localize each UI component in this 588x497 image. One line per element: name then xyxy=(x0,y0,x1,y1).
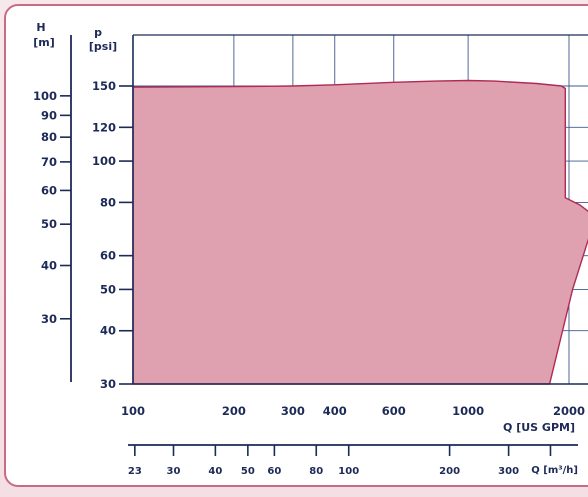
y-tick-label-psi: 150 xyxy=(92,79,116,93)
x-tick-label-gpm: 100 xyxy=(121,404,145,418)
x-tick-label-gpm: 300 xyxy=(281,404,305,418)
x-tick-label-m3h: 50 xyxy=(241,466,255,477)
x-tick-label-m3h: 23 xyxy=(128,466,142,477)
y-tick-label-head: 80 xyxy=(41,130,57,144)
y-tick-label-head: 70 xyxy=(41,155,57,169)
y-tick-label-head: 50 xyxy=(41,217,57,231)
x-tick-label-m3h: 60 xyxy=(267,466,281,477)
x-tick-label-m3h: 200 xyxy=(439,466,460,477)
x-tick-label-gpm: 600 xyxy=(382,404,406,418)
y-tick-label-psi: 100 xyxy=(92,154,116,168)
y-tick-label-psi: 40 xyxy=(100,324,116,338)
y-tick-label-head: 30 xyxy=(41,312,57,326)
y-tick-label-psi: 50 xyxy=(100,282,116,296)
y-tick-label-head: 100 xyxy=(33,89,57,103)
x-tick-label-m3h: 100 xyxy=(338,466,359,477)
y-axis-label-psi-unit: [psi] xyxy=(89,40,117,53)
y-tick-label-head: 60 xyxy=(41,183,57,197)
x-tick-label-m3h: 40 xyxy=(208,466,222,477)
x-tick-label-m3h: 80 xyxy=(309,466,323,477)
x-tick-label-gpm: 200 xyxy=(222,404,246,418)
y-tick-label-psi: 30 xyxy=(100,377,116,391)
x-axis-label-gpm: Q [US GPM] xyxy=(503,421,575,434)
y-axis-label-head: H xyxy=(36,21,45,34)
y-axis-label-psi: p xyxy=(94,26,102,39)
y-tick-label-psi: 80 xyxy=(100,195,116,209)
x-tick-label-gpm: 2000 xyxy=(553,404,585,418)
x-axis-label-m3h: Q [m³/h] xyxy=(531,465,578,476)
y-tick-label-psi: 60 xyxy=(100,249,116,263)
x-tick-label-m3h: 300 xyxy=(498,466,519,477)
operating-range-area xyxy=(132,79,588,385)
x-tick-label-gpm: 1000 xyxy=(452,404,484,418)
y-axis-label-head-unit: [m] xyxy=(33,36,55,49)
y-tick-label-head: 90 xyxy=(41,108,57,122)
x-tick-label-gpm: 400 xyxy=(323,404,347,418)
y-tick-label-psi: 120 xyxy=(92,120,116,134)
y-tick-label-head: 40 xyxy=(41,259,57,273)
x-tick-label-m3h: 30 xyxy=(167,466,181,477)
